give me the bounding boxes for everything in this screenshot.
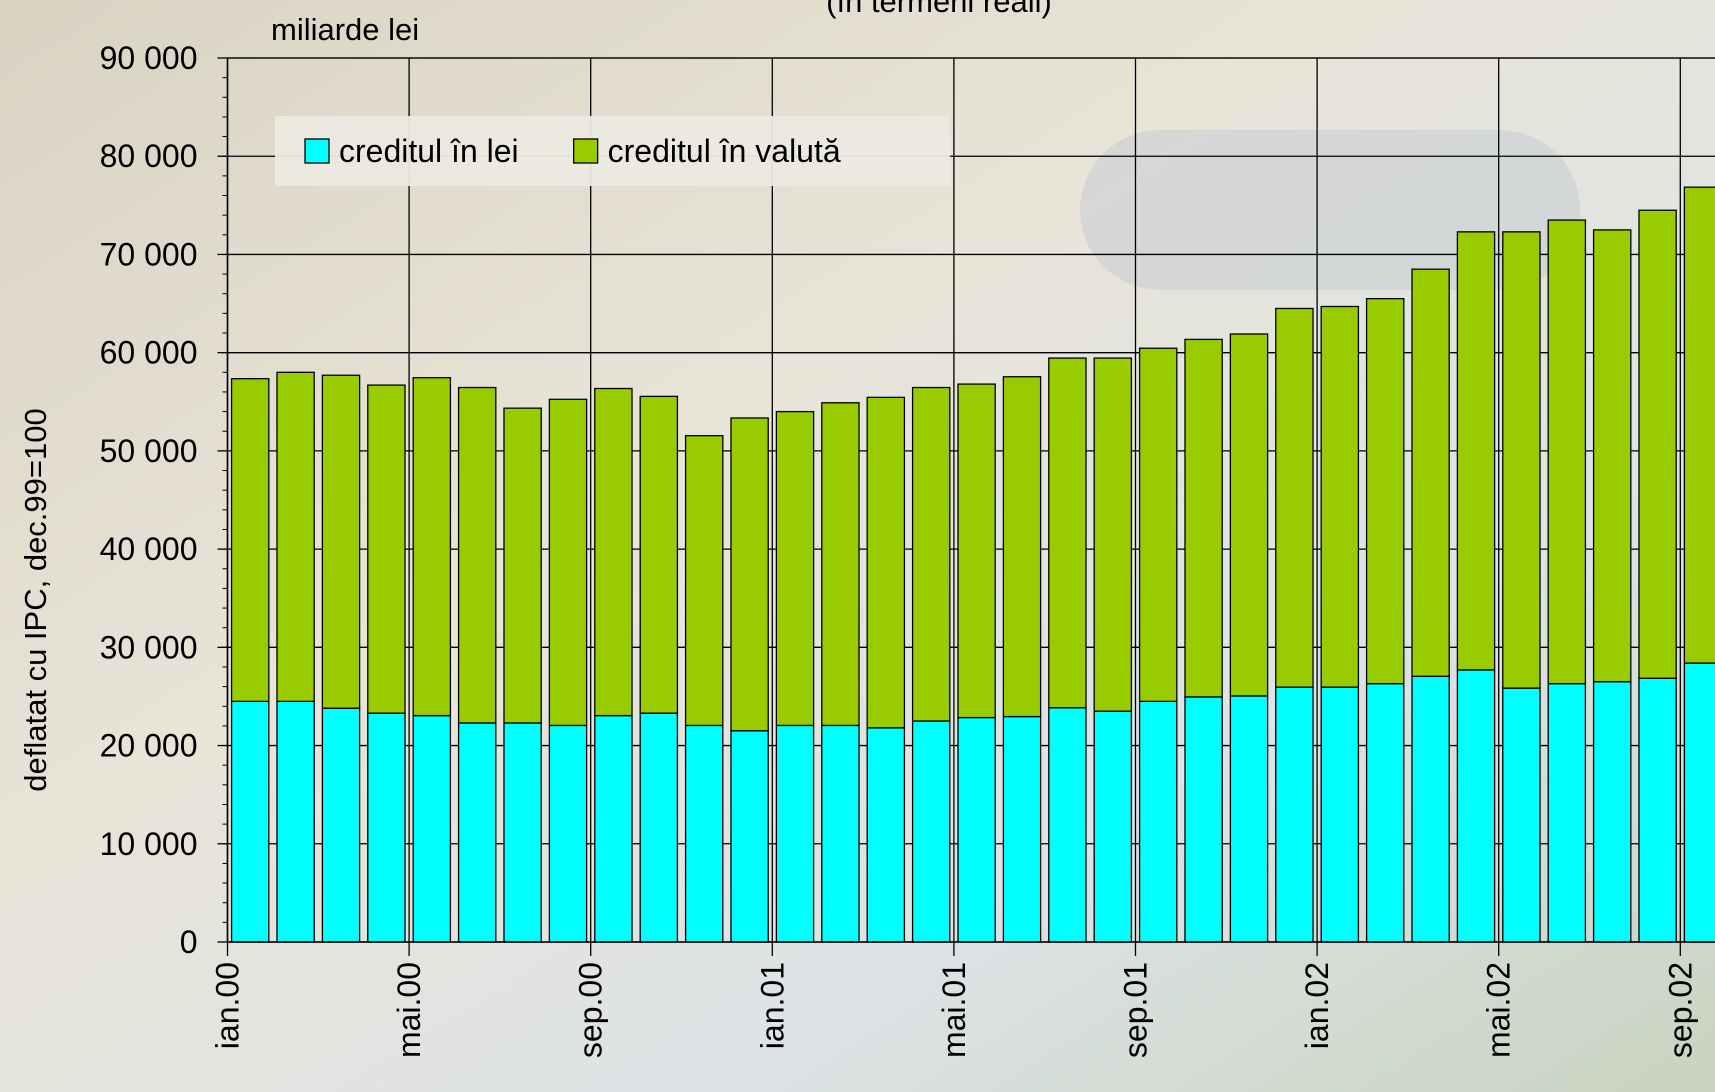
bar-segment: [1140, 348, 1177, 701]
x-tick-label: sep.00: [573, 962, 609, 1058]
bar-segment: [1457, 670, 1494, 942]
bar-segment: [595, 716, 632, 942]
legend-swatch: [574, 139, 598, 163]
bar-segment: [1049, 708, 1086, 942]
bar-segment: [913, 388, 950, 721]
bar-segment: [1140, 701, 1177, 942]
bar-segment: [368, 385, 405, 713]
y-tick-label: 20 000: [100, 728, 198, 764]
legend-label: creditul în lei: [339, 133, 519, 169]
bar-segment: [640, 396, 677, 713]
bar-segment: [822, 725, 859, 942]
legend-label: creditul în valută: [608, 133, 841, 169]
bar-segment: [549, 725, 586, 942]
bar-segment: [1276, 308, 1313, 687]
bar-segment: [1230, 696, 1267, 942]
bar-segment: [1684, 663, 1715, 942]
legend: creditul în lei creditul în valută: [275, 116, 950, 186]
bar-segment: [640, 713, 677, 942]
bar-segment: [1276, 687, 1313, 942]
bar-segment: [958, 718, 995, 942]
bar-segment: [1639, 210, 1676, 678]
unit-label: miliarde lei: [271, 12, 419, 47]
bar-segment: [1457, 232, 1494, 670]
bar-segment: [277, 372, 314, 701]
bar-segment: [776, 725, 813, 942]
bar-segment: [1503, 232, 1540, 688]
x-tick-label: mai.02: [1481, 962, 1517, 1058]
bar-segment: [277, 701, 314, 942]
legend-swatch: [305, 139, 329, 163]
bar-segment: [459, 388, 496, 723]
chart-title: (în termeni reali): [826, 0, 1052, 19]
bar-segment: [504, 408, 541, 723]
bar-segment: [504, 723, 541, 942]
bar-segment: [1049, 358, 1086, 708]
bar-segment: [1548, 220, 1585, 684]
bar-segment: [958, 384, 995, 717]
page: {"chart_data": {"type": "stacked_bar", "…: [0, 0, 1715, 1092]
bar-segment: [1230, 334, 1267, 696]
bar-segment: [1412, 676, 1449, 942]
x-tick-label: ian.00: [210, 962, 246, 1049]
bar-segment: [413, 378, 450, 716]
bar-segment: [822, 403, 859, 726]
bar-segment: [1185, 339, 1222, 697]
bar-segment: [1094, 711, 1131, 942]
x-tick-label: mai.01: [936, 962, 972, 1058]
bar-segment: [1684, 187, 1715, 663]
bar-segment: [686, 436, 723, 726]
y-tick-label: 0: [180, 924, 198, 960]
x-tick-label: ian.01: [754, 962, 790, 1049]
bar-segment: [867, 397, 904, 728]
x-tick-label: mai.00: [391, 962, 427, 1058]
bar-segment: [1321, 307, 1358, 688]
x-tick-label: sep.02: [1662, 962, 1698, 1058]
bar-segment: [867, 728, 904, 942]
bar-segment: [1503, 688, 1540, 942]
y-tick-label: 40 000: [100, 531, 198, 567]
bar-segment: [731, 418, 768, 731]
bar-segment: [1003, 377, 1040, 717]
chart: (în termeni reali) miliarde lei deflatat…: [0, 0, 1715, 1092]
y-tick-label: 70 000: [100, 236, 198, 272]
bar-segment: [322, 375, 359, 708]
bar-segment: [595, 389, 632, 716]
bar-segment: [232, 379, 269, 702]
bar-segment: [731, 731, 768, 942]
y-tick-label: 50 000: [100, 433, 198, 469]
bar-segment: [686, 725, 723, 942]
bar-segment: [549, 399, 586, 725]
y-tick-label: 80 000: [100, 138, 198, 174]
bar-segment: [1003, 717, 1040, 942]
y-tick-label: 30 000: [100, 629, 198, 665]
bar-segment: [1367, 299, 1404, 684]
y-axis-title: deflatat cu IPC, dec.99=100: [18, 408, 53, 791]
bar-segment: [1321, 687, 1358, 942]
bar-segment: [232, 701, 269, 942]
bar-segment: [1594, 682, 1631, 942]
bar-segment: [1548, 684, 1585, 942]
x-tick-label: sep.01: [1118, 962, 1154, 1058]
bar-segment: [1412, 269, 1449, 676]
y-tick-label: 90 000: [100, 40, 198, 76]
bar-segment: [913, 721, 950, 942]
bar-segment: [1094, 358, 1131, 711]
bar-segment: [776, 412, 813, 726]
bar-segment: [1185, 697, 1222, 942]
bar-segment: [368, 713, 405, 942]
bar-segment: [1639, 678, 1676, 942]
bar-segment: [1594, 230, 1631, 682]
x-tick-label: ian.02: [1299, 962, 1335, 1049]
y-tick-label: 10 000: [100, 826, 198, 862]
y-tick-label: 60 000: [100, 335, 198, 371]
bar-segment: [1367, 684, 1404, 942]
bar-segment: [459, 723, 496, 942]
bar-segment: [322, 708, 359, 942]
bar-segment: [413, 716, 450, 942]
